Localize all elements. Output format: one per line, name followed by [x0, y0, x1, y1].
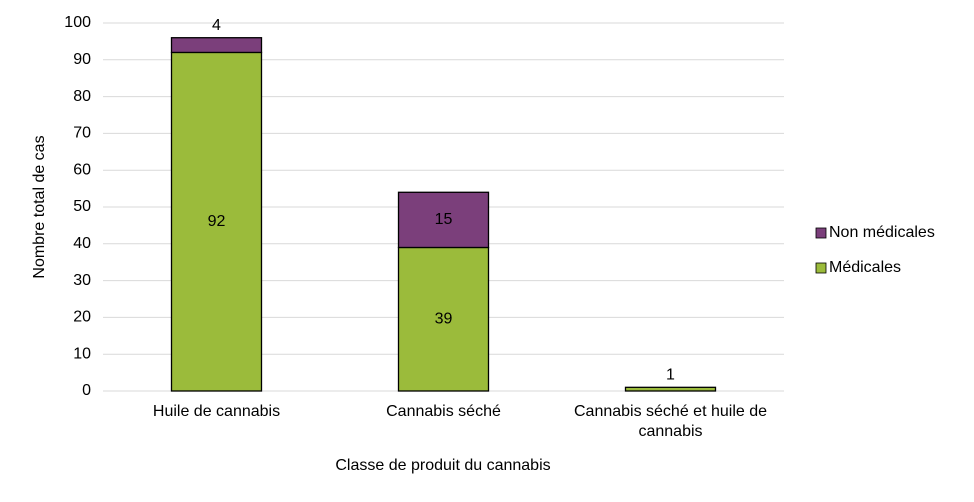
- y-axis-title: Nombre total de cas: [31, 135, 48, 278]
- bar-segment: [624, 386, 717, 392]
- data-label: 39: [435, 310, 453, 327]
- y-tick-label: 90: [73, 51, 91, 68]
- x-tick-label: Cannabis séché: [386, 403, 501, 420]
- y-tick-label: 10: [73, 345, 91, 362]
- x-axis-title: Classe de produit du cannabis: [335, 457, 550, 474]
- legend-swatch: [815, 227, 827, 239]
- data-label: 92: [208, 213, 226, 230]
- bar-segment: [397, 191, 490, 249]
- bar-segment: [170, 51, 263, 392]
- bar-segment: [170, 37, 263, 54]
- y-tick-label: 0: [82, 382, 91, 399]
- data-label: 4: [212, 17, 221, 34]
- y-tick-label: 60: [73, 161, 91, 178]
- y-tick-label: 30: [73, 272, 91, 289]
- y-tick-label: 50: [73, 198, 91, 215]
- y-tick-label: 70: [73, 125, 91, 142]
- legend-swatch: [815, 262, 827, 274]
- data-label: 1: [666, 367, 675, 384]
- x-tick-label: Cannabis séché et huile de cannabis: [573, 403, 768, 440]
- y-tick-label: 20: [73, 309, 91, 326]
- legend-label: Non médicales: [829, 224, 935, 241]
- legend-label: Médicales: [829, 259, 901, 276]
- y-tick-label: 80: [73, 88, 91, 105]
- data-label: 15: [435, 211, 453, 228]
- y-tick-label: 100: [64, 14, 91, 31]
- x-tick-label: Huile de cannabis: [152, 403, 281, 420]
- y-tick-label: 40: [73, 235, 91, 252]
